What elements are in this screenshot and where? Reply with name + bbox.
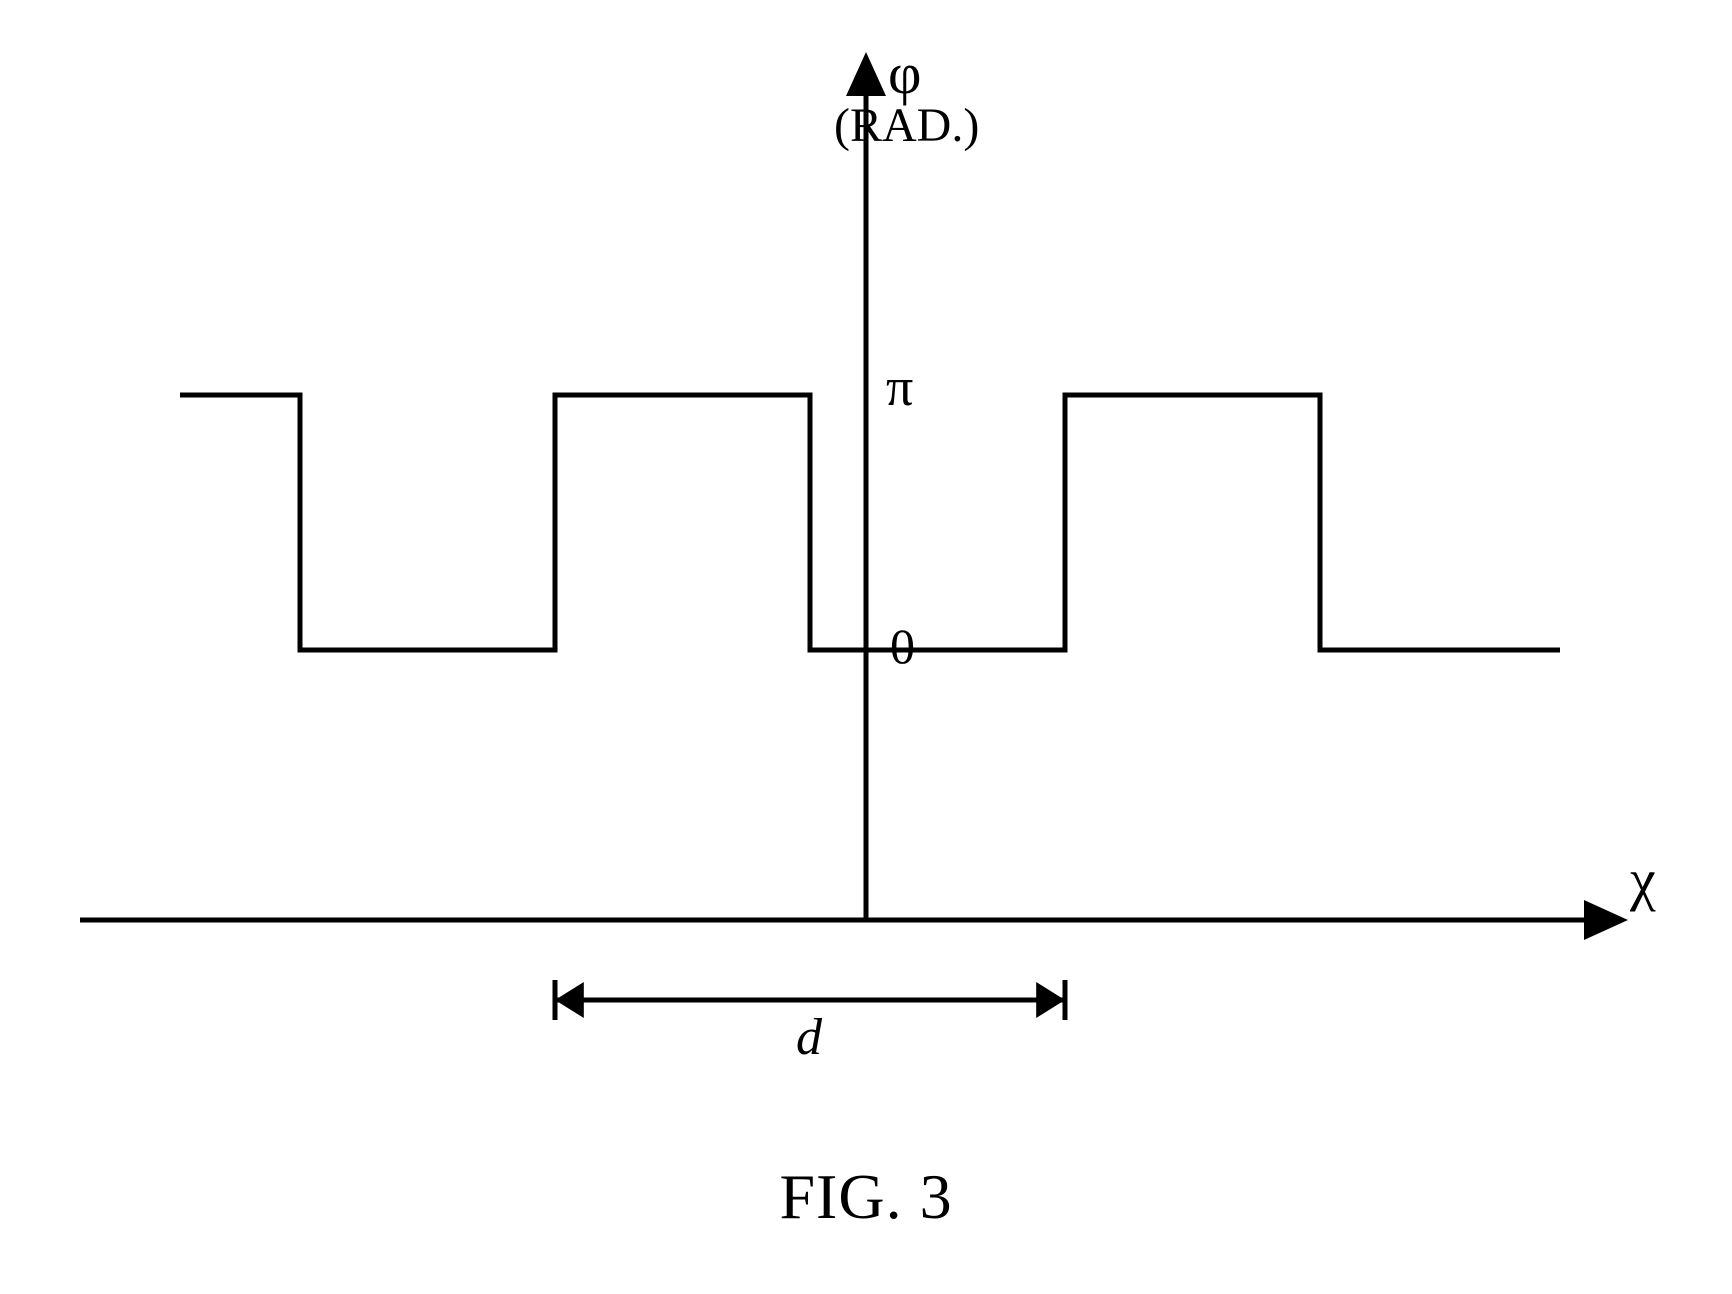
- figure-caption: FIG. 3: [0, 1160, 1732, 1234]
- y-axis-unit: (RAD.): [834, 98, 979, 153]
- figure-stage: φ(RAD.) χ π 0 d FIG. 3: [0, 0, 1732, 1294]
- tick-zero: 0: [890, 617, 915, 675]
- y-axis-symbol: φ: [888, 40, 921, 107]
- dimension-d-label: d: [796, 1008, 822, 1067]
- x-axis-symbol: χ: [1630, 846, 1656, 913]
- tick-pi: π: [886, 356, 913, 418]
- figure-svg: [0, 0, 1732, 1294]
- square-wave: [180, 395, 1560, 650]
